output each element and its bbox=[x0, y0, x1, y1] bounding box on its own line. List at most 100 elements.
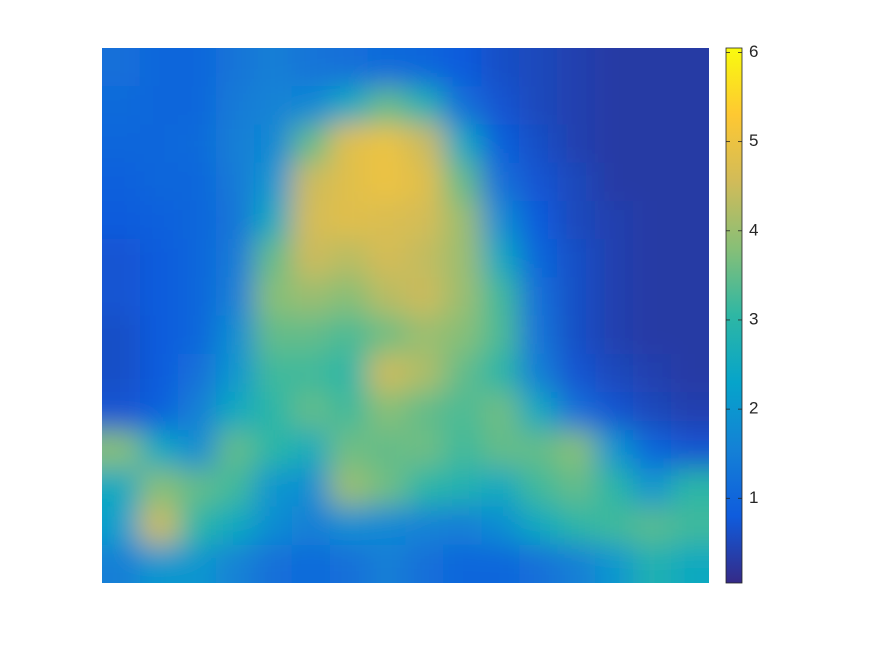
heatmap-cell bbox=[367, 48, 406, 87]
heatmap-cell bbox=[139, 277, 179, 316]
heatmap-cell bbox=[215, 544, 255, 583]
heatmap-cell bbox=[557, 86, 596, 125]
heatmap-cell bbox=[291, 277, 331, 316]
heatmap-cell bbox=[139, 506, 179, 546]
heatmap-cell bbox=[215, 315, 255, 355]
heatmap-cell bbox=[633, 315, 672, 355]
heatmap-cell bbox=[405, 48, 444, 87]
heatmap-cell bbox=[291, 124, 331, 164]
heatmap-cell bbox=[253, 86, 293, 125]
heatmap-cell bbox=[215, 162, 255, 202]
heatmap-cell bbox=[405, 239, 444, 278]
heatmap-cell bbox=[519, 200, 558, 240]
heatmap-cell bbox=[367, 353, 406, 393]
heatmap-cell bbox=[329, 315, 369, 355]
colorbar-tick-label: 2 bbox=[749, 399, 758, 418]
heatmap-cell bbox=[177, 239, 217, 278]
heatmap-cell bbox=[557, 200, 596, 240]
heatmap-cell bbox=[443, 277, 482, 316]
heatmap-cell bbox=[633, 506, 672, 546]
heatmap-cell bbox=[405, 162, 444, 202]
colorbar-tick-label: 3 bbox=[749, 309, 758, 328]
heatmap-cell bbox=[329, 277, 369, 316]
heatmap-cell bbox=[139, 162, 179, 202]
heatmap-cell bbox=[253, 124, 293, 164]
heatmap-cell bbox=[102, 124, 141, 164]
heatmap-cell bbox=[329, 48, 369, 87]
heatmap-cell bbox=[443, 200, 482, 240]
heatmap-cell bbox=[253, 506, 293, 546]
heatmap-cell bbox=[367, 430, 406, 469]
heatmap-cell bbox=[481, 468, 520, 508]
heatmap-cell bbox=[519, 544, 558, 583]
heatmap-cell bbox=[367, 315, 406, 355]
heatmap-cell bbox=[595, 315, 634, 355]
heatmap-cell bbox=[595, 86, 634, 125]
heatmap-cell bbox=[519, 86, 558, 125]
heatmap-cell bbox=[291, 48, 331, 87]
heatmap-cell bbox=[139, 200, 179, 240]
heatmap-cell bbox=[215, 353, 255, 393]
heatmap-cell bbox=[671, 506, 709, 546]
heatmap-cell bbox=[291, 391, 331, 431]
heatmap-cell bbox=[519, 391, 558, 431]
heatmap-cell bbox=[595, 200, 634, 240]
colorbar-tick-label: 6 bbox=[749, 42, 758, 61]
heatmap-cell bbox=[102, 277, 141, 316]
heatmap-cell bbox=[253, 277, 293, 316]
heatmap-cell bbox=[329, 200, 369, 240]
heatmap-cell bbox=[253, 162, 293, 202]
heatmap-cell bbox=[595, 277, 634, 316]
heatmap-cell bbox=[291, 162, 331, 202]
heatmap-cell bbox=[215, 430, 255, 469]
heatmap-cell bbox=[519, 506, 558, 546]
heatmap-cell bbox=[102, 430, 141, 469]
heatmap-cell bbox=[595, 544, 634, 583]
heatmap-cell bbox=[481, 48, 520, 87]
heatmap-cell bbox=[329, 124, 369, 164]
heatmap-cell bbox=[443, 506, 482, 546]
heatmap bbox=[102, 48, 709, 583]
heatmap-cell bbox=[671, 200, 709, 240]
heatmap-cell bbox=[481, 353, 520, 393]
heatmap-cell bbox=[102, 315, 141, 355]
heatmap-cell bbox=[215, 391, 255, 431]
heatmap-cell bbox=[443, 48, 482, 87]
heatmap-cell bbox=[405, 544, 444, 583]
heatmap-cell bbox=[443, 544, 482, 583]
heatmap-cell bbox=[671, 86, 709, 125]
heatmap-cell bbox=[671, 468, 709, 508]
heatmap-cell bbox=[215, 239, 255, 278]
heatmap-cell bbox=[519, 315, 558, 355]
heatmap-cell bbox=[481, 162, 520, 202]
heatmap-cell bbox=[139, 391, 179, 431]
heatmap-cell bbox=[177, 124, 217, 164]
heatmap-cell bbox=[215, 200, 255, 240]
heatmap-cell bbox=[367, 391, 406, 431]
heatmap-cell bbox=[253, 544, 293, 583]
heatmap-cell bbox=[139, 468, 179, 508]
heatmap-cell bbox=[215, 48, 255, 87]
heatmap-cell bbox=[405, 430, 444, 469]
heatmap-cell bbox=[102, 48, 141, 87]
heatmap-cell bbox=[139, 86, 179, 125]
heatmap-cell bbox=[633, 430, 672, 469]
heatmap-cell bbox=[481, 506, 520, 546]
heatmap-cell bbox=[102, 468, 141, 508]
heatmap-cell bbox=[671, 162, 709, 202]
heatmap-cell bbox=[595, 124, 634, 164]
heatmap-cell bbox=[481, 544, 520, 583]
heatmap-cell bbox=[253, 315, 293, 355]
heatmap-cell bbox=[139, 48, 179, 87]
heatmap-cell bbox=[329, 430, 369, 469]
heatmap-cell bbox=[329, 506, 369, 546]
heatmap-cell bbox=[177, 277, 217, 316]
heatmap-cell bbox=[291, 544, 331, 583]
heatmap-cell bbox=[519, 277, 558, 316]
heatmap-cell bbox=[519, 430, 558, 469]
heatmap-cell bbox=[367, 162, 406, 202]
heatmap-cell bbox=[671, 315, 709, 355]
heatmap-cell bbox=[671, 277, 709, 316]
heatmap-cell bbox=[633, 468, 672, 508]
heatmap-cell bbox=[633, 391, 672, 431]
